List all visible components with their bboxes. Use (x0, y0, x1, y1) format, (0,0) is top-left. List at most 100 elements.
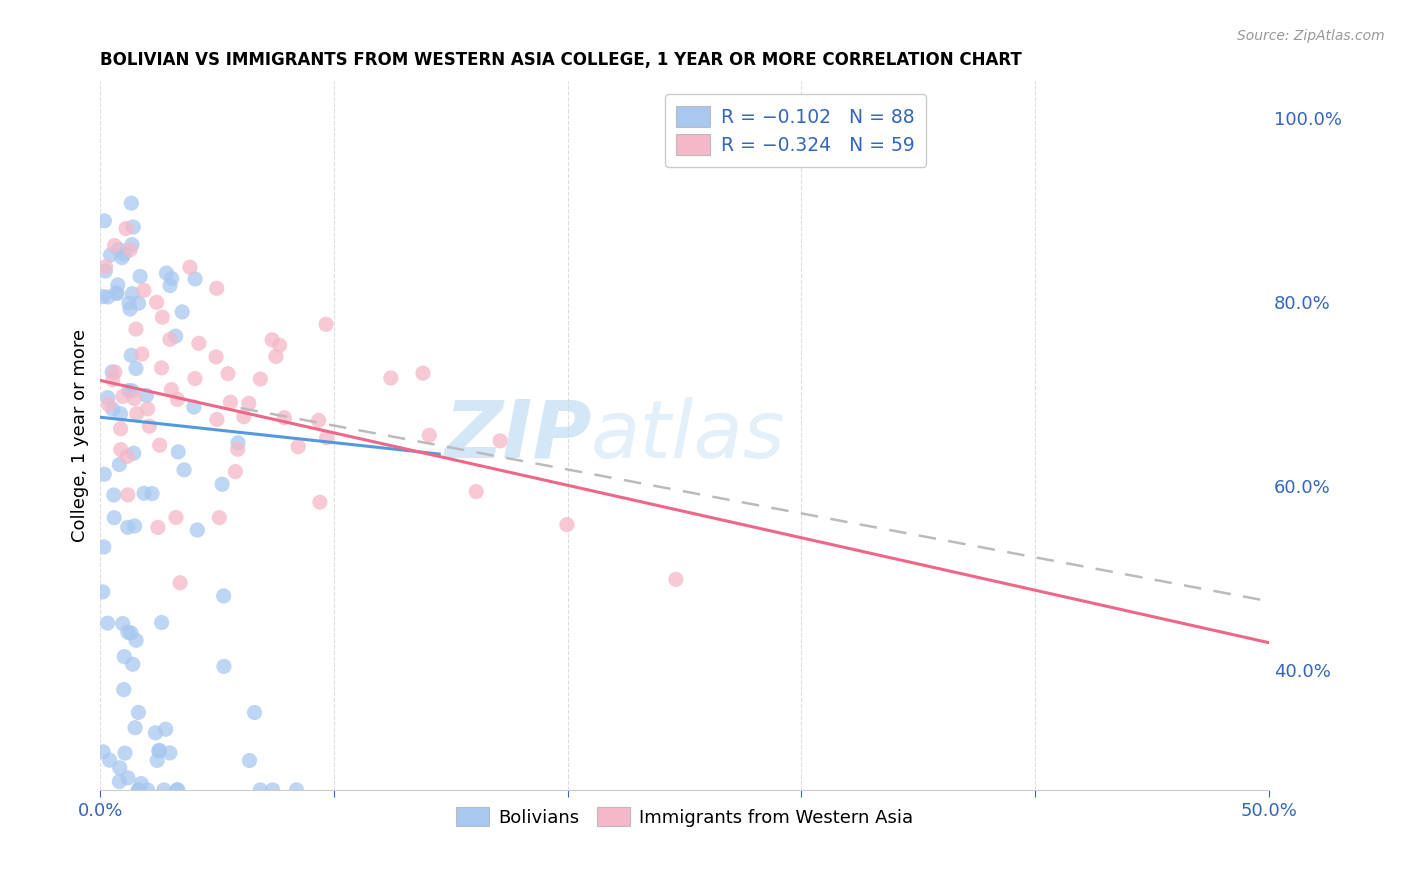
Point (150, 310, 173, 325)
Point (117, 625, 139, 640)
Point (121, 384, 143, 398)
Point (101, 365, 124, 379)
Point (149, 438, 172, 452)
Point (159, 746, 181, 760)
Point (97, 616, 120, 631)
Point (104, 365, 127, 379)
Point (118, 296, 141, 310)
Point (183, 400, 205, 414)
Point (150, 615, 173, 630)
Point (115, 450, 138, 464)
Point (167, 445, 190, 459)
Point (136, 401, 159, 416)
Point (155, 723, 177, 737)
Point (125, 407, 148, 421)
Point (124, 392, 146, 406)
Point (97, 290, 120, 304)
Point (226, 435, 249, 450)
Point (105, 285, 128, 300)
Point (211, 477, 233, 491)
Point (148, 744, 170, 758)
Point (141, 486, 163, 500)
Point (98, 753, 121, 767)
Point (91, 745, 114, 759)
Point (115, 221, 138, 235)
Text: Source: ZipAtlas.com: Source: ZipAtlas.com (1237, 29, 1385, 43)
Point (121, 237, 143, 252)
Point (111, 616, 134, 631)
Point (129, 776, 152, 790)
Point (489, 434, 512, 448)
Point (122, 446, 145, 460)
Point (145, 295, 167, 310)
Point (127, 783, 149, 797)
Point (118, 301, 141, 316)
Point (172, 305, 194, 319)
Point (238, 396, 260, 410)
Point (124, 721, 146, 735)
Point (111, 251, 134, 265)
Point (120, 626, 142, 640)
Point (155, 266, 177, 280)
Point (128, 783, 150, 797)
Point (103, 510, 125, 524)
Point (117, 384, 139, 398)
Point (238, 754, 260, 768)
Point (93, 540, 115, 554)
Point (110, 442, 132, 457)
Point (166, 392, 188, 407)
Point (465, 484, 488, 499)
Point (135, 388, 157, 402)
Point (249, 783, 271, 797)
Point (91, 289, 114, 303)
Point (131, 347, 153, 361)
Point (555, 517, 578, 532)
Point (136, 783, 159, 797)
Point (226, 442, 249, 457)
Point (132, 486, 155, 500)
Point (97, 391, 120, 405)
Point (101, 402, 124, 417)
Point (169, 575, 191, 590)
Point (117, 771, 139, 785)
Point (165, 510, 187, 524)
Point (160, 271, 183, 285)
Point (91, 585, 114, 599)
Point (179, 260, 201, 275)
Point (103, 238, 125, 252)
Point (122, 219, 145, 234)
Point (105, 286, 128, 301)
Legend: Bolivians, Immigrants from Western Asia: Bolivians, Immigrants from Western Asia (450, 800, 920, 834)
Point (146, 754, 169, 768)
Point (112, 682, 135, 697)
Point (186, 523, 208, 537)
Point (269, 338, 291, 352)
Point (93, 214, 115, 228)
Point (166, 783, 188, 797)
Point (309, 495, 332, 509)
Point (212, 589, 235, 603)
Point (287, 440, 309, 454)
Point (138, 419, 160, 434)
Point (205, 350, 228, 364)
Text: ZIP: ZIP (444, 397, 591, 475)
Point (159, 332, 181, 346)
Point (418, 428, 440, 442)
Point (100, 248, 122, 262)
Point (132, 284, 155, 298)
Y-axis label: College, 1 year or more: College, 1 year or more (72, 329, 89, 542)
Point (118, 243, 141, 257)
Point (127, 706, 149, 720)
Point (110, 407, 132, 421)
Point (112, 649, 135, 664)
Point (125, 633, 148, 648)
Point (159, 278, 181, 293)
Point (97, 398, 120, 412)
Point (114, 746, 136, 760)
Point (121, 657, 143, 672)
Point (93, 467, 115, 482)
Point (173, 463, 195, 477)
Point (232, 409, 254, 424)
Text: BOLIVIAN VS IMMIGRANTS FROM WESTERN ASIA COLLEGE, 1 YEAR OR MORE CORRELATION CHA: BOLIVIAN VS IMMIGRANTS FROM WESTERN ASIA… (100, 51, 1022, 69)
Point (262, 783, 284, 797)
